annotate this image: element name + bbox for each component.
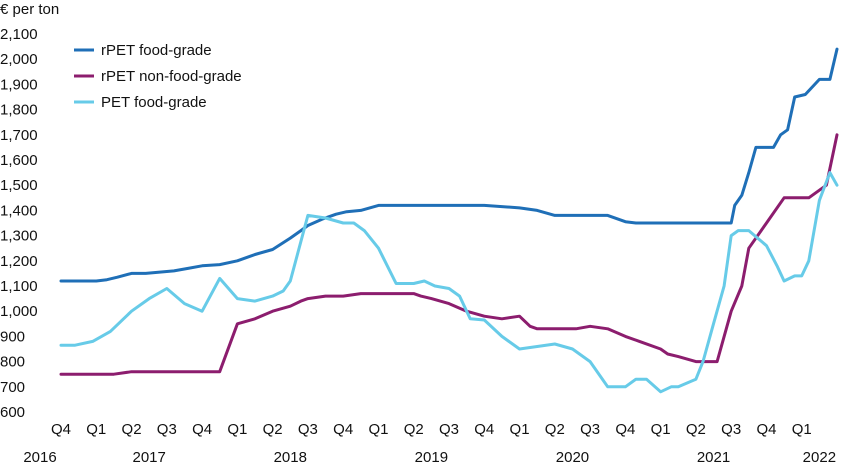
x-tick-label: Q4 bbox=[474, 421, 494, 438]
x-tick-label: Q1 bbox=[510, 421, 530, 438]
series-lines bbox=[59, 47, 839, 394]
x-tick-label: Q3 bbox=[298, 421, 318, 438]
series-line-rpet-non-food-grade bbox=[59, 133, 839, 376]
x-tick-label: Q4 bbox=[333, 421, 353, 438]
y-tick-label: 900 bbox=[0, 328, 25, 345]
year-label: 2022 bbox=[803, 449, 836, 465]
legend-label: PET food-grade bbox=[101, 94, 207, 111]
series-line-pet-food-grade bbox=[59, 171, 839, 394]
year-label: 2016 bbox=[23, 449, 56, 465]
x-tick-label: Q2 bbox=[263, 421, 283, 438]
legend: rPET food-grade rPET non-food-grade PET fo… bbox=[74, 42, 242, 111]
y-tick-label: 1,800 bbox=[0, 102, 38, 119]
year-label: 2018 bbox=[274, 449, 307, 465]
y-tick-label: 1,300 bbox=[0, 228, 38, 245]
legend-label: rPET food-grade bbox=[101, 42, 212, 59]
y-tick-label: 2,100 bbox=[0, 26, 38, 43]
y-tick-label: 1,400 bbox=[0, 202, 38, 219]
x-tick-label: Q4 bbox=[615, 421, 635, 438]
x-tick-label: Q2 bbox=[545, 421, 565, 438]
y-tick-label: 2,000 bbox=[0, 51, 38, 68]
x-tick-label: Q3 bbox=[580, 421, 600, 438]
x-axis-quarter-ticks: Q4 Q1 Q2 Q3 Q4 Q1 Q2 Q3 Q4 Q1 Q2 Q3 Q4 Q1 Q2 Q3 Q4 Q1 Q2 Q3… bbox=[51, 421, 812, 438]
y-tick-label: 1,700 bbox=[0, 127, 38, 144]
y-tick-label: 1,100 bbox=[0, 278, 38, 295]
x-tick-label: Q1 bbox=[86, 421, 106, 438]
year-label: 2017 bbox=[132, 449, 165, 465]
year-label: 2020 bbox=[556, 449, 589, 465]
x-axis-year-labels: 2016 2017 2018 2019 2020 2021 2022 bbox=[23, 449, 836, 465]
year-label: 2021 bbox=[697, 449, 730, 465]
y-tick-label: 700 bbox=[0, 379, 25, 396]
x-tick-label: Q4 bbox=[51, 421, 71, 438]
x-tick-label: Q1 bbox=[651, 421, 671, 438]
x-tick-label: Q1 bbox=[227, 421, 247, 438]
year-label: 2019 bbox=[415, 449, 448, 465]
y-tick-label: 800 bbox=[0, 354, 25, 371]
x-tick-label: Q1 bbox=[792, 421, 812, 438]
y-tick-label: 1,000 bbox=[0, 303, 38, 320]
y-tick-label: 1,600 bbox=[0, 152, 38, 169]
x-tick-label: Q1 bbox=[368, 421, 388, 438]
y-tick-label: 1,200 bbox=[0, 253, 38, 270]
y-tick-label: 600 bbox=[0, 404, 25, 421]
x-tick-label: Q4 bbox=[192, 421, 212, 438]
legend-label: rPET non-food-grade bbox=[101, 68, 242, 85]
y-axis-ticks: 600 700 800 900 1,000 1,100 1,200 1,300 1,400 1,5… bbox=[0, 26, 38, 421]
series-line-rpet-food-grade bbox=[59, 47, 839, 283]
x-tick-label: Q4 bbox=[756, 421, 776, 438]
x-tick-label: Q3 bbox=[439, 421, 459, 438]
x-tick-label: Q2 bbox=[686, 421, 706, 438]
x-tick-label: Q2 bbox=[122, 421, 142, 438]
y-tick-label: 1,500 bbox=[0, 177, 38, 194]
x-tick-label: Q2 bbox=[404, 421, 424, 438]
x-tick-label: Q3 bbox=[721, 421, 741, 438]
y-tick-label: 1,900 bbox=[0, 76, 38, 93]
y-axis-unit-label: € per ton bbox=[0, 1, 59, 18]
x-tick-label: Q3 bbox=[157, 421, 177, 438]
